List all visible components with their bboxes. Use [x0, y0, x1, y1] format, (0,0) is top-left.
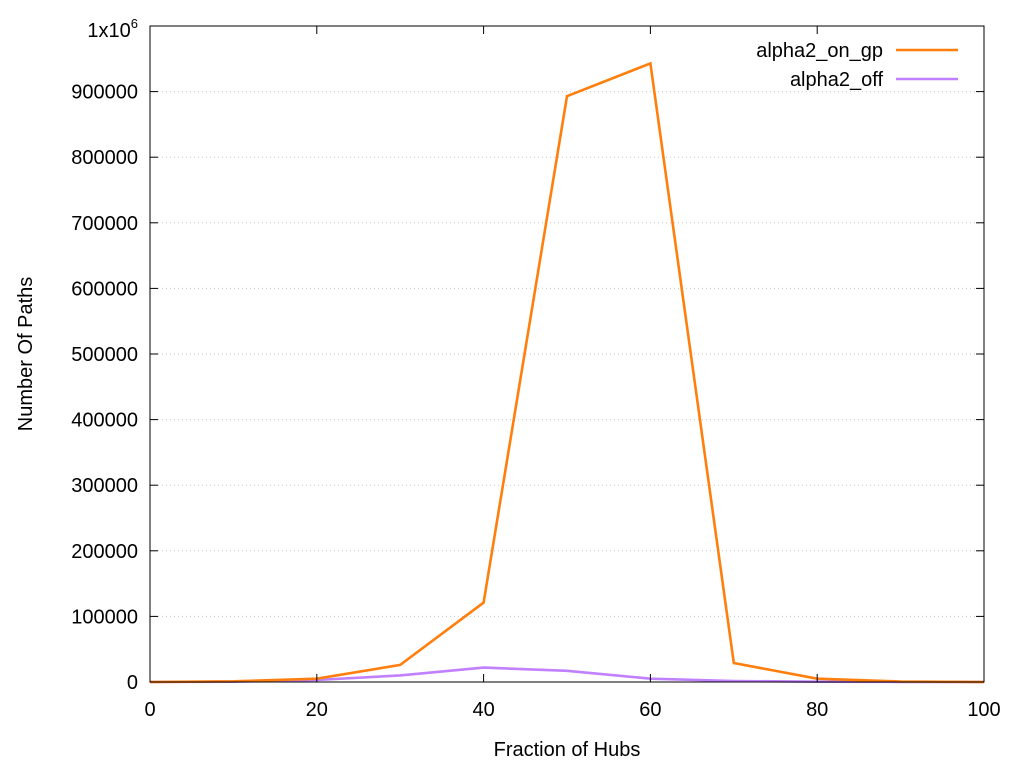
- x-tick-label: 20: [306, 699, 328, 721]
- x-axis-label: Fraction of Hubs: [494, 739, 641, 761]
- y-tick-label: 700000: [71, 213, 138, 235]
- y-tick-label: 200000: [71, 541, 138, 563]
- y-tick-label: 800000: [71, 147, 138, 169]
- legend-label: alpha2_on_gp: [756, 40, 883, 62]
- series-line-alpha2_on_gp: [149, 61, 985, 684]
- legend: alpha2_on_gp alpha2_off: [756, 40, 958, 91]
- x-tick-label: 0: [144, 699, 155, 721]
- y-tick-label: 900000: [71, 82, 138, 104]
- y-tick-label: 100000: [71, 606, 138, 628]
- x-tick-label: 100: [967, 699, 1000, 721]
- grid-lines: [150, 91, 984, 617]
- y-tick-label: 300000: [71, 475, 138, 497]
- x-tick-label: 60: [639, 699, 661, 721]
- y-top-label: 1x106: [87, 16, 138, 42]
- legend-label: alpha2_off: [790, 69, 884, 91]
- y-tick-label: 400000: [71, 410, 138, 432]
- axis-ticks: 0 100000 200000 300000 400000 500000 600000 700…: [71, 25, 1001, 721]
- y-axis-label: Number Of Paths: [15, 277, 37, 432]
- series-lines: [149, 61, 985, 684]
- x-tick-label: 80: [806, 699, 828, 721]
- y-tick-label: 500000: [71, 344, 138, 366]
- y-top-label-exponent: 6: [131, 16, 138, 31]
- y-tick-label: 0: [127, 672, 138, 694]
- x-tick-label: 40: [472, 699, 494, 721]
- y-tick-label: 600000: [71, 278, 138, 300]
